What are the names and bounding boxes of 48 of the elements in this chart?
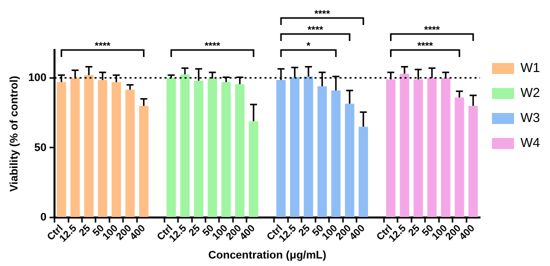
bar	[400, 74, 410, 218]
bar	[98, 80, 108, 218]
annotation: ****	[204, 40, 220, 52]
bar	[166, 78, 176, 218]
text: ****	[424, 24, 440, 36]
bar	[125, 90, 135, 218]
bar	[441, 78, 450, 218]
legend-label: W4	[520, 135, 540, 150]
bar	[276, 80, 286, 218]
text: ****	[308, 24, 324, 36]
bar	[427, 78, 437, 218]
legend-label: W2	[520, 85, 540, 100]
bar	[468, 106, 478, 218]
annotation: ****	[94, 40, 110, 52]
bar	[358, 126, 368, 218]
bar	[454, 97, 464, 218]
bar	[414, 79, 423, 218]
y-tick-label: 50	[34, 142, 47, 154]
bar	[248, 121, 258, 218]
bar	[194, 80, 204, 218]
legend-label: W1	[520, 60, 540, 76]
legend-label: W3	[520, 110, 540, 126]
bar	[112, 82, 121, 218]
bar	[139, 106, 148, 218]
bar	[386, 79, 396, 218]
text: ****	[314, 8, 330, 20]
y-tick-label: 100	[28, 72, 47, 84]
y-axis-title: Viability (% of control)	[8, 75, 21, 192]
bar	[56, 82, 66, 218]
x-tick-label: 25	[77, 222, 94, 239]
bar	[70, 78, 80, 218]
bar	[304, 76, 314, 218]
bar	[344, 104, 354, 218]
bar	[331, 90, 341, 218]
bar	[208, 78, 218, 218]
annotation: ****	[417, 40, 433, 52]
bar	[221, 82, 231, 218]
bar	[290, 77, 300, 218]
bar	[180, 74, 190, 218]
x-tick-label: 25	[296, 222, 313, 239]
y-tick-label: 0	[40, 212, 47, 224]
bar	[318, 86, 327, 218]
bar	[84, 75, 94, 218]
bar	[235, 84, 244, 218]
x-tick-label: 25	[187, 222, 204, 239]
annotation: *	[306, 40, 310, 52]
x-axis-title: Concentration (μg/mL)	[208, 249, 327, 262]
x-tick-label: 25	[406, 222, 423, 239]
